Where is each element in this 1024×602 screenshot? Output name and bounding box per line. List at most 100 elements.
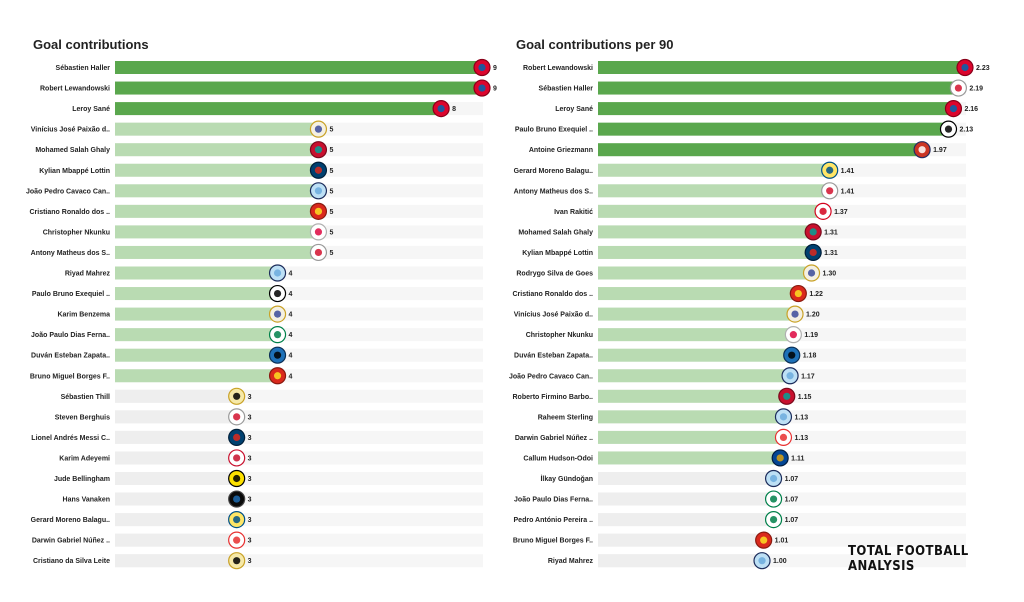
value-label: 1.97 bbox=[933, 147, 947, 154]
juventus-badge-icon bbox=[939, 120, 958, 138]
leipzig-badge-icon bbox=[784, 326, 802, 344]
value-label: 1.07 bbox=[785, 517, 799, 524]
category-label: Robert Lewandowski bbox=[523, 65, 593, 72]
category-label: Leroy Sané bbox=[555, 106, 593, 113]
category-label: Pedro António Pereira .. bbox=[514, 517, 594, 524]
value-label: 5 bbox=[329, 229, 333, 236]
bayern-badge-icon bbox=[956, 58, 974, 77]
category-label: Roberto Firmino Barbo.. bbox=[513, 394, 594, 401]
bayern-badge-icon bbox=[432, 99, 450, 118]
value-label: 3 bbox=[248, 517, 252, 524]
bar bbox=[115, 369, 279, 383]
bar bbox=[115, 554, 238, 568]
bar bbox=[115, 102, 443, 116]
sporting-badge-icon bbox=[764, 490, 783, 508]
value-label: 1.11 bbox=[791, 455, 804, 462]
category-label: Lionel Andrés Messi C.. bbox=[31, 435, 110, 442]
value-label: 1.01 bbox=[775, 538, 789, 545]
category-label: Hans Vanaken bbox=[63, 497, 110, 504]
value-label: 1.07 bbox=[785, 476, 799, 483]
value-label: 3 bbox=[248, 538, 252, 545]
category-label: Paulo Bruno Exequiel .. bbox=[515, 127, 593, 134]
bayern-badge-icon bbox=[473, 58, 491, 77]
category-label: Paulo Bruno Exequiel .. bbox=[32, 291, 110, 298]
bar bbox=[598, 245, 815, 259]
value-label: 8 bbox=[452, 106, 456, 113]
man-united-badge-icon bbox=[789, 284, 807, 303]
category-label: Cristiano Ronaldo dos .. bbox=[29, 209, 110, 216]
man-city-badge-icon bbox=[764, 469, 783, 488]
category-label: Sébastien Thill bbox=[61, 394, 110, 401]
dortmund-badge-icon bbox=[228, 469, 246, 488]
value-label: 1.37 bbox=[834, 209, 848, 216]
juventus-badge-icon bbox=[268, 284, 287, 303]
bar bbox=[598, 328, 795, 342]
category-label: Raheem Sterling bbox=[538, 414, 593, 421]
value-label: 4 bbox=[289, 353, 293, 360]
bar bbox=[115, 389, 238, 403]
ajax-badge-icon bbox=[821, 182, 839, 200]
bar bbox=[115, 472, 238, 485]
value-label: 1.31 bbox=[824, 250, 838, 257]
chart-1: Goal contributions Sébastien Haller 9 Rober… bbox=[26, 37, 497, 570]
bar bbox=[598, 554, 764, 568]
value-label: 3 bbox=[248, 455, 252, 462]
psg-badge-icon bbox=[804, 243, 822, 262]
bar bbox=[598, 492, 775, 506]
bar bbox=[115, 266, 279, 280]
bar bbox=[598, 389, 788, 403]
bar bbox=[115, 204, 320, 218]
bar bbox=[115, 61, 483, 74]
value-label: 3 bbox=[248, 414, 252, 421]
bayern-badge-icon bbox=[473, 79, 491, 97]
category-label: Callum Hudson-Odoi bbox=[523, 455, 593, 462]
bar bbox=[598, 204, 825, 218]
category-label: Ivan Rakitić bbox=[554, 209, 593, 216]
bar bbox=[598, 122, 950, 136]
bar bbox=[598, 184, 831, 198]
value-label: 1.13 bbox=[794, 414, 808, 421]
category-label: Steven Berghuis bbox=[55, 414, 110, 421]
psg-badge-icon bbox=[228, 428, 246, 446]
category-label: Bruno Miguel Borges F.. bbox=[30, 373, 110, 380]
category-label: Duván Esteban Zapata.. bbox=[514, 353, 593, 360]
salzburg-badge-icon bbox=[228, 449, 246, 467]
value-label: 1.22 bbox=[809, 291, 823, 298]
value-label: 2.19 bbox=[969, 86, 983, 93]
category-label: Riyad Mahrez bbox=[548, 558, 594, 565]
bar bbox=[115, 492, 238, 506]
chelsea-badge-icon bbox=[771, 449, 789, 467]
bar bbox=[598, 266, 813, 280]
leipzig-badge-icon bbox=[309, 223, 328, 241]
value-label: 4 bbox=[289, 271, 293, 278]
bar bbox=[115, 245, 320, 259]
bar bbox=[598, 369, 792, 383]
value-label: 3 bbox=[248, 497, 252, 504]
bar bbox=[598, 451, 782, 465]
value-label: 3 bbox=[248, 558, 252, 565]
bar bbox=[115, 287, 279, 301]
bar bbox=[598, 102, 955, 116]
benfica-badge-icon bbox=[774, 428, 793, 446]
value-label: 5 bbox=[329, 188, 333, 195]
value-label: 4 bbox=[289, 291, 293, 298]
psg-badge-icon bbox=[309, 161, 328, 179]
man-united-badge-icon bbox=[755, 531, 773, 549]
bar bbox=[115, 533, 238, 547]
bar bbox=[598, 410, 785, 424]
bar bbox=[115, 410, 238, 424]
category-label: João Paulo Dias Ferna.. bbox=[514, 497, 593, 504]
real-madrid-badge-icon bbox=[309, 120, 328, 138]
value-label: 1.41 bbox=[841, 188, 855, 195]
bar bbox=[598, 472, 775, 485]
category-label: João Pedro Cavaco Can.. bbox=[26, 188, 110, 195]
category-label: Christopher Nkunku bbox=[43, 229, 110, 236]
value-label: 5 bbox=[329, 209, 333, 216]
bar bbox=[115, 348, 279, 362]
bar bbox=[115, 143, 320, 157]
bar bbox=[115, 184, 320, 198]
bar bbox=[598, 307, 797, 321]
bar bbox=[598, 513, 775, 527]
bayern-badge-icon bbox=[944, 99, 963, 118]
